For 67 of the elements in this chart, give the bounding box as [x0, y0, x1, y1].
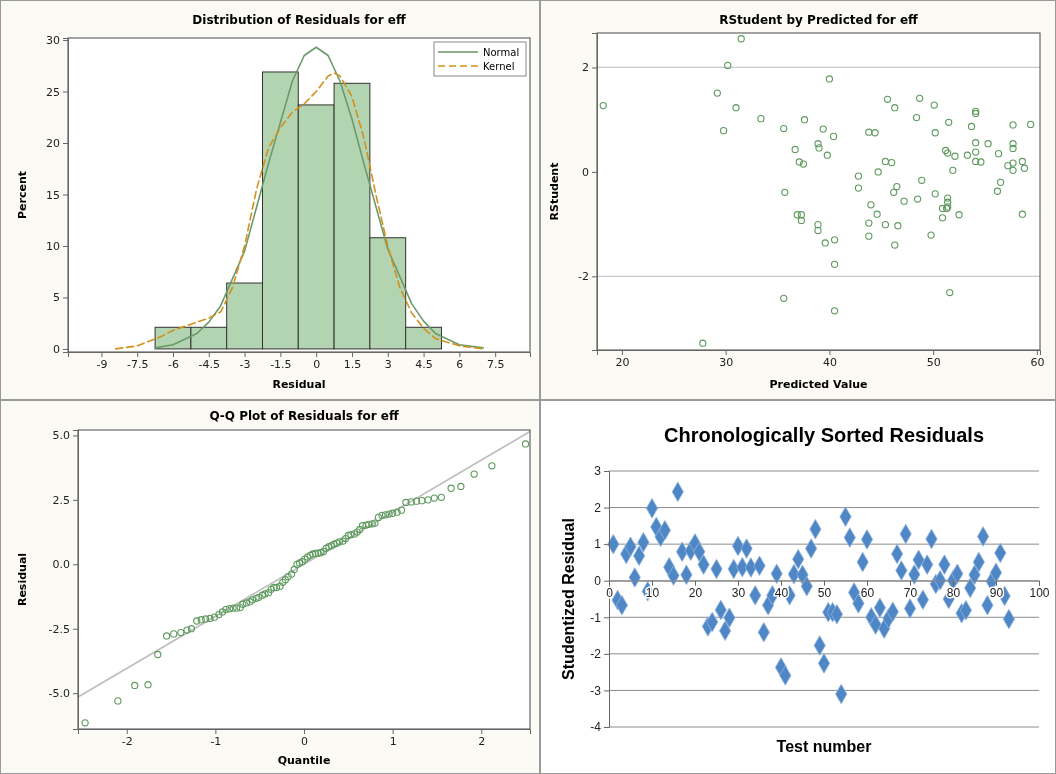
chart-title: Distribution of Residuals for eff [192, 13, 406, 27]
y-tick-label: -1 [590, 610, 602, 625]
y-tick-label: -4 [590, 720, 602, 735]
x-tick-label: 60 [860, 586, 875, 601]
y-tick-label: 5.0 [52, 429, 70, 443]
y-tick-label: -2 [578, 270, 589, 284]
x-axis-title: Test number [776, 738, 872, 755]
y-axis-title: Percent [16, 170, 29, 220]
x-tick-label: 100 [1029, 586, 1050, 601]
y-tick-label: 15 [46, 188, 60, 202]
line-series [154, 46, 485, 349]
x-tick-label: -1 [210, 734, 222, 748]
y-tick-label: 10 [46, 239, 60, 253]
x-tick-label: -1.5 [270, 357, 292, 371]
y-tick-label: 3 [594, 464, 602, 479]
x-tick-label: -7.5 [126, 357, 149, 371]
y-tick-label: 5 [53, 291, 60, 305]
chart-title: RStudent by Predicted for eff [719, 13, 919, 27]
y-tick-label: -2.5 [48, 622, 70, 636]
x-tick-label: 50 [926, 355, 941, 369]
x-tick-label: 1.5 [343, 357, 362, 371]
x-tick-label: 4.5 [415, 357, 433, 371]
y-tick-label: 2 [594, 500, 602, 515]
y-tick-label: 20 [46, 137, 60, 151]
y-tick-label: 0.0 [52, 558, 70, 572]
y-tick-label: 0 [53, 342, 60, 356]
y-tick-label: -2 [590, 647, 602, 662]
y-tick-label: 30 [46, 34, 60, 48]
legend-label: Kernel [483, 61, 515, 72]
x-tick-label: 0 [313, 357, 321, 371]
y-tick-label: 25 [46, 85, 60, 99]
y-axis-title: Residual [16, 552, 29, 607]
x-tick-label: 0 [301, 734, 308, 748]
x-tick-label: 70 [903, 586, 918, 601]
y-tick-label: 2.5 [52, 493, 70, 507]
x-tick-label: 60 [1030, 355, 1045, 369]
legend-label: Normal [483, 47, 520, 58]
x-tick-label: 50 [817, 586, 832, 601]
chart-title: Chronologically Sorted Residuals [663, 424, 985, 446]
x-tick-label: -4.5 [198, 357, 221, 371]
x-tick-label: 1 [389, 734, 397, 748]
x-tick-label: 20 [615, 355, 630, 369]
x-tick-label: 30 [719, 355, 734, 369]
y-axis-title: RStudent [548, 162, 561, 221]
x-tick-label: 40 [822, 355, 837, 369]
y-tick-label: -3 [590, 683, 602, 698]
x-axis-title: Quantile [277, 754, 331, 767]
y-tick-label: 0 [582, 165, 589, 179]
x-tick-label: 3 [384, 357, 392, 371]
y-tick-label: 0 [594, 574, 602, 589]
x-tick-label: 30 [731, 586, 746, 601]
x-tick-label: 20 [688, 586, 703, 601]
line-series [114, 72, 485, 350]
x-tick-label: -6 [168, 357, 179, 371]
x-tick-label: 7.5 [486, 357, 505, 371]
y-tick-label: 1 [594, 537, 602, 552]
x-tick-label: -2 [121, 734, 133, 748]
x-axis-title: Residual [272, 378, 326, 391]
y-axis-title: Studentized Residual [560, 518, 577, 680]
x-tick-label: 2 [478, 734, 486, 748]
x-tick-label: -9 [96, 357, 108, 371]
x-tick-label: 6 [456, 357, 464, 371]
chart-title: Q-Q Plot of Residuals for eff [209, 409, 399, 423]
x-tick-label: -3 [239, 357, 251, 371]
y-tick-label: -5.0 [48, 687, 70, 701]
x-axis-title: Predicted Value [769, 378, 868, 391]
y-tick-label: 2 [582, 61, 589, 75]
